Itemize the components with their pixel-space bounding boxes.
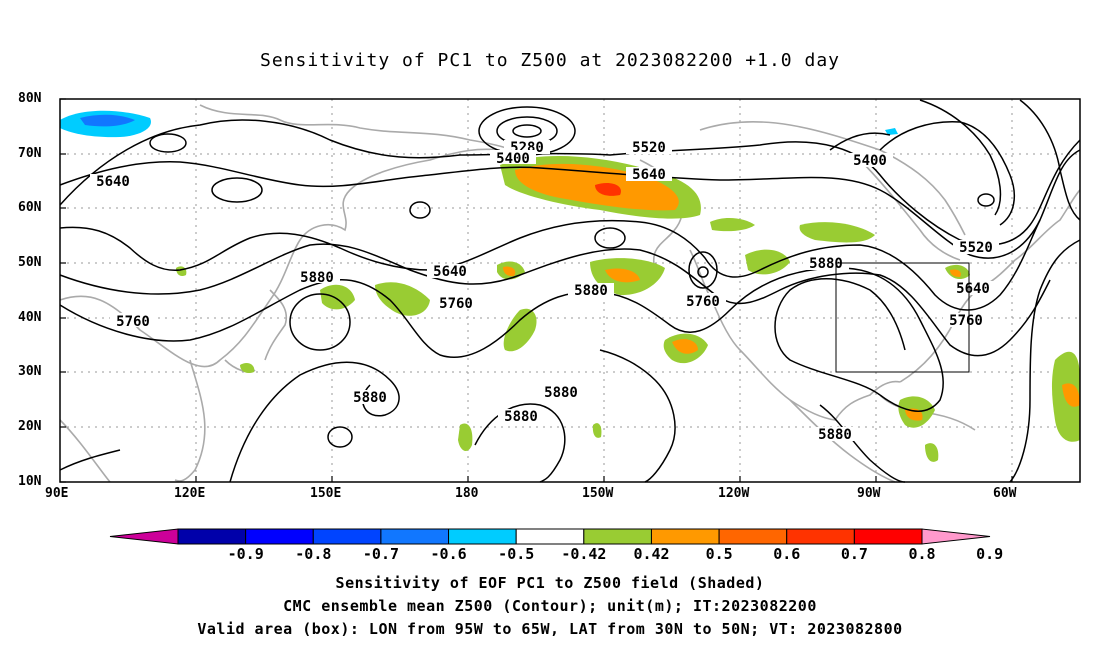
svg-text:5880: 5880 [809,256,843,272]
positive-patch [240,362,255,374]
contour-label: 5760 [110,313,156,330]
lon-label: 120E [174,486,206,501]
positive-patch-core [605,268,640,283]
contour-label: 5400 [847,153,893,169]
lon-label: 120W [718,486,750,501]
negative-patch-small [885,128,898,135]
svg-text:5760: 5760 [686,294,720,310]
contour-label: 5640 [427,264,473,280]
colorbar-tick-label: -0.6 [430,545,467,563]
contour-label: 5400 [490,150,536,167]
contour-label: 5640 [950,281,996,297]
svg-text:5640: 5640 [956,281,990,297]
contour-label: 5640 [90,174,136,190]
svg-text:5520: 5520 [632,140,666,156]
colorbar-tick-label: 0.7 [840,545,868,563]
plot-frame [59,98,1081,483]
colorbar-tick-label: 0.6 [773,545,801,563]
svg-text:5760: 5760 [439,296,473,312]
svg-text:5760: 5760 [949,313,983,329]
contour-label: 5520 [626,140,672,156]
contour-label: 5880 [568,283,614,299]
svg-text:5640: 5640 [96,174,130,190]
colorbar-tick-label: 0.9 [976,545,1004,563]
lon-label: 150W [582,486,614,501]
positive-patch [320,284,355,310]
svg-text:5880: 5880 [353,390,387,406]
positive-patch [710,218,755,232]
svg-text:5880: 5880 [818,427,852,443]
positive-patch-core [950,269,961,277]
lat-label: 40N [18,310,42,325]
svg-text:5760: 5760 [116,314,150,330]
contour-label: 5880 [803,256,849,272]
svg-text:5880: 5880 [574,283,608,299]
lon-label: 60W [993,486,1017,501]
colorbar-tick-label: -0.9 [227,545,264,563]
svg-text:5400: 5400 [496,151,530,167]
axis-ticks [60,98,1013,483]
contour-label: 5880 [347,390,393,406]
lat-label: 60N [18,200,42,215]
contour-label: 5760 [943,313,989,329]
colorbar-tick-label: 0.5 [705,545,733,563]
svg-text:5880: 5880 [504,409,538,425]
lat-label: 80N [18,91,42,106]
contour-labels: 5280 5400 5400 5520 5520 5640 5640 5640 … [90,140,999,443]
contour-label: 5880 [812,427,858,443]
svg-text:5400: 5400 [853,153,887,169]
lon-label: 90W [857,486,881,501]
valid-area-box [835,262,970,373]
positive-patch [925,443,939,462]
svg-text:5880: 5880 [300,270,334,286]
svg-text:5520: 5520 [959,240,993,256]
caption-line-1: Sensitivity of EOF PC1 to Z500 field (Sh… [335,574,765,592]
lat-label: 10N [18,474,42,489]
positive-patch [745,249,790,275]
positive-patch [503,308,537,352]
colorbar-tick-label: -0.7 [362,545,400,563]
svg-text:5640: 5640 [433,264,467,280]
lat-label: 20N [18,419,42,434]
positive-patch [458,423,473,452]
negative-patch-core [80,114,135,127]
contour-label: 5880 [498,409,544,425]
positive-patch [592,423,602,438]
positive-patch-alaska-max [595,183,621,196]
colorbar-tick-label: -0.42 [561,545,607,563]
positive-patch-core [503,266,516,277]
positive-patch-core [672,339,698,354]
contour-label: 5760 [433,295,479,312]
map-title: Sensitivity of PC1 to Z500 at 2023082200… [259,50,840,71]
positive-patch [375,282,430,316]
contour-label: 5760 [680,293,726,310]
lon-label: 150E [310,486,342,501]
lon-label: 90E [45,486,69,501]
caption-line-3: Valid area (box): LON from 95W to 65W, L… [197,620,903,638]
lat-label: 70N [18,146,42,161]
positive-patch-core [1062,383,1080,407]
lat-label: 30N [18,364,42,379]
contour-label: 5880 [538,385,584,401]
colorbar-tick-label: -0.5 [498,545,535,563]
contour-label: 5640 [626,167,672,183]
svg-text:5640: 5640 [632,167,666,183]
svg-text:5880: 5880 [544,385,578,401]
positive-patch [799,222,875,243]
contour-label: 5880 [294,269,340,286]
caption-line-2: CMC ensemble mean Z500 (Contour); unit(m… [283,597,817,615]
colorbar-tick-label: -0.8 [295,545,332,563]
colorbar-tick-label: 0.8 [908,545,936,563]
lat-label: 50N [18,255,42,270]
colorbar-tick-label: 0.42 [633,545,670,563]
lon-label: 180 [455,486,479,501]
contour-label: 5520 [953,240,999,256]
